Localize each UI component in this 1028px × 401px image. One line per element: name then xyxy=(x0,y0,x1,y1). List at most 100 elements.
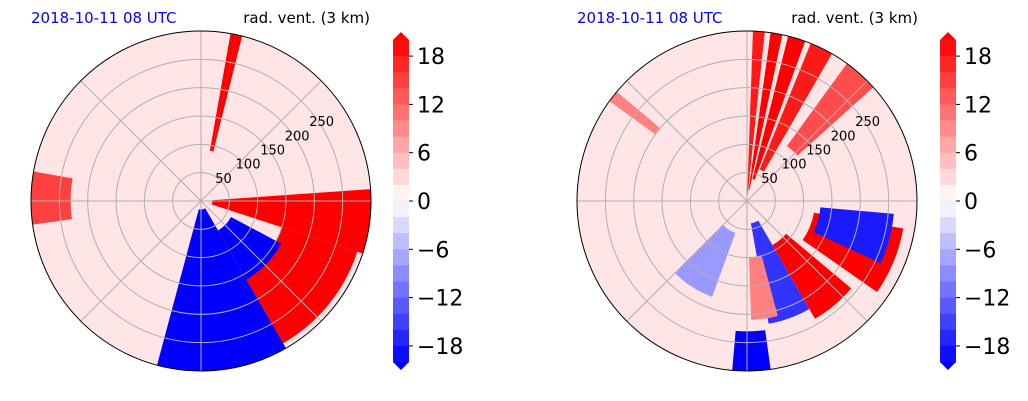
colorbar-segment-17 xyxy=(940,313,956,331)
colorbar-tick-label-1: 12 xyxy=(964,93,992,118)
colorbar-segment-16 xyxy=(393,297,409,315)
range-tick-label-4: 250 xyxy=(855,115,880,130)
colorbar-tick-label-5: −12 xyxy=(417,287,463,312)
colorbar-extend-min xyxy=(393,362,409,370)
radar-echo-0 xyxy=(747,31,765,196)
colorbar-segment-14 xyxy=(393,265,409,282)
azimuth-line-135 xyxy=(200,200,322,322)
colorbar-segment-5 xyxy=(393,120,409,138)
azimuth-line-315 xyxy=(626,80,748,202)
colorbar: 18 12 6 0 −6 −12 −18 xyxy=(393,32,463,370)
range-tick-label-1: 100 xyxy=(782,158,807,173)
colorbar-segment-13 xyxy=(393,249,409,266)
radar-echo-1 xyxy=(748,32,783,190)
colorbar-segment-1 xyxy=(940,56,956,73)
colorbar-segment-15 xyxy=(393,281,409,299)
radar-echo-2 xyxy=(752,36,806,180)
colorbar-segment-16 xyxy=(940,297,956,315)
colorbar-segment-12 xyxy=(940,233,956,250)
colorbar-segment-3 xyxy=(940,88,956,105)
colorbar-tick-label-6: −18 xyxy=(417,335,463,360)
range-tick-label-3: 200 xyxy=(285,129,310,144)
radar-echo-2 xyxy=(211,189,371,254)
colorbar-segment-19 xyxy=(940,345,956,363)
colorbar-tick-label-5: −12 xyxy=(964,287,1010,312)
colorbar-segment-17 xyxy=(393,313,409,331)
colorbar-segment-11 xyxy=(940,217,956,234)
panel-title-field: rad. vent. (3 km) xyxy=(243,9,370,27)
colorbar-segment-8 xyxy=(940,168,956,186)
panel-title-time: 2018-10-11 08 UTC xyxy=(577,9,723,27)
colorbar-tick-label-4: −6 xyxy=(417,238,449,263)
colorbar: 18 12 6 0 −6 −12 −18 xyxy=(940,32,1010,370)
colorbar-segment-10 xyxy=(940,201,956,218)
radar-echo-6 xyxy=(813,207,894,264)
range-tick-label-1: 100 xyxy=(236,158,261,173)
colorbar-tick-label-0: 18 xyxy=(417,45,445,70)
colorbar-segment-18 xyxy=(940,329,956,347)
radar-echo-1 xyxy=(211,34,243,152)
colorbar-extend-max xyxy=(940,32,956,40)
colorbar-segment-19 xyxy=(393,345,409,363)
panel-title-field: rad. vent. (3 km) xyxy=(791,9,918,27)
colorbar-segment-4 xyxy=(393,104,409,121)
radar-echo-10 xyxy=(732,330,771,371)
radar-echo-7 xyxy=(772,233,852,319)
range-tick-label-3: 200 xyxy=(831,129,856,144)
colorbar-segment-11 xyxy=(393,217,409,234)
range-tick-label-2: 150 xyxy=(260,144,285,159)
colorbar-segment-15 xyxy=(940,281,956,299)
radar-echo-5 xyxy=(218,216,282,280)
radar-echo-6 xyxy=(31,171,73,225)
colorbar-segment-14 xyxy=(940,265,956,282)
colorbar-segment-9 xyxy=(940,184,956,202)
radar-echo-3 xyxy=(759,43,832,172)
radar-echo-4 xyxy=(786,63,874,156)
radar-echo-9 xyxy=(748,255,778,320)
colorbar-segment-13 xyxy=(940,249,956,266)
radar-echo-12 xyxy=(609,91,661,135)
azimuth-line-135 xyxy=(746,200,868,322)
colorbar-segment-9 xyxy=(393,184,409,202)
azimuth-line-225 xyxy=(80,200,202,322)
colorbar-segment-1 xyxy=(393,56,409,73)
colorbar-segment-5 xyxy=(940,120,956,138)
colorbar-segment-4 xyxy=(940,104,956,121)
colorbar-tick-label-3: 0 xyxy=(964,190,978,215)
panel-title-time: 2018-10-11 08 UTC xyxy=(31,9,177,27)
azimuth-line-45 xyxy=(200,80,322,202)
azimuth-line-45 xyxy=(746,80,868,202)
colorbar-segment-6 xyxy=(393,136,409,154)
range-tick-label-0: 50 xyxy=(215,172,232,187)
range-tick-label-4: 250 xyxy=(309,115,334,130)
colorbar-segment-10 xyxy=(393,201,409,218)
colorbar-segment-2 xyxy=(940,72,956,89)
colorbar-tick-label-3: 0 xyxy=(417,190,431,215)
colorbar-segment-18 xyxy=(393,329,409,347)
radar-echo-11 xyxy=(674,225,736,297)
colorbar-tick-label-4: −6 xyxy=(964,238,996,263)
colorbar-segment-7 xyxy=(393,152,409,170)
colorbar-segment-7 xyxy=(940,152,956,170)
colorbar-extend-min xyxy=(940,362,956,370)
azimuth-line-315 xyxy=(80,80,202,202)
range-tick-label-0: 50 xyxy=(761,172,778,187)
radar-outline xyxy=(576,30,918,372)
colorbar-tick-label-1: 12 xyxy=(417,93,445,118)
radar-echo-0 xyxy=(209,33,237,152)
colorbar-segment-3 xyxy=(393,88,409,105)
radar-echo-4 xyxy=(157,208,286,371)
colorbar-segment-0 xyxy=(940,40,956,57)
colorbar-tick-label-2: 6 xyxy=(964,142,978,167)
colorbar-segment-12 xyxy=(393,233,409,250)
colorbar-segment-6 xyxy=(940,136,956,154)
range-tick-label-2: 150 xyxy=(806,144,831,159)
colorbar-tick-label-2: 6 xyxy=(417,142,431,167)
azimuth-line-225 xyxy=(626,200,748,322)
colorbar-segment-2 xyxy=(393,72,409,89)
colorbar-segment-8 xyxy=(393,168,409,186)
radar-outline xyxy=(30,30,372,372)
